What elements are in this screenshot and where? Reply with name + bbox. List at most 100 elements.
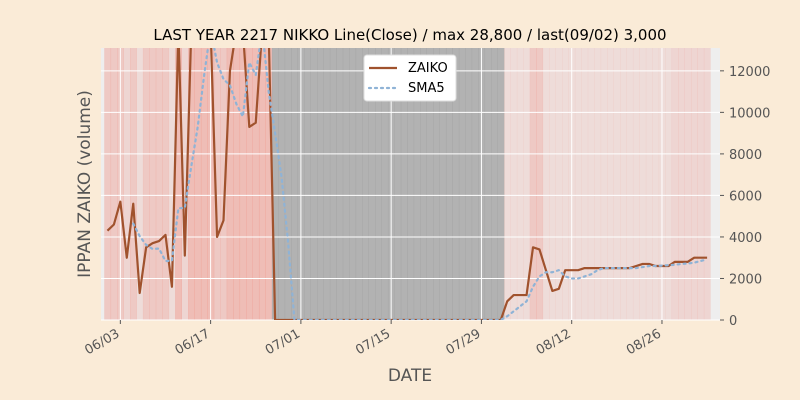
shade-band xyxy=(536,48,544,320)
shade-band xyxy=(632,48,640,320)
shade-band xyxy=(491,48,498,320)
shade-band xyxy=(336,48,344,320)
shade-band xyxy=(246,48,253,320)
shade-band xyxy=(626,48,634,320)
shade-band xyxy=(394,48,402,320)
shade-band xyxy=(645,48,653,320)
shade-band xyxy=(510,48,518,320)
shade-band xyxy=(355,48,363,320)
shade-band xyxy=(188,48,195,320)
shade-band xyxy=(155,48,163,320)
shade-band xyxy=(162,48,170,320)
shade-band xyxy=(362,48,369,320)
shade-band xyxy=(581,48,589,320)
shade-band xyxy=(304,48,311,320)
shade-band xyxy=(200,48,208,320)
shade-band xyxy=(291,48,299,320)
x-tick-label: 07/29 xyxy=(443,326,483,358)
shade-band xyxy=(503,48,511,320)
y-tick-label: 2000 xyxy=(729,272,762,287)
shade-band xyxy=(671,48,679,320)
shade-band xyxy=(368,48,376,320)
shade-band xyxy=(562,48,569,320)
shade-band xyxy=(452,48,460,320)
legend-box xyxy=(363,54,457,102)
y-axis-label: IPPAN ZAIKO (volume) xyxy=(75,90,95,278)
shade-band xyxy=(652,48,660,320)
shade-band xyxy=(278,48,286,320)
shade-band xyxy=(413,48,421,320)
shade-band xyxy=(458,48,466,320)
shade-band xyxy=(130,48,137,320)
shade-band xyxy=(175,48,182,320)
y-tick-label: 8000 xyxy=(729,148,762,163)
x-axis-label: DATE xyxy=(388,366,432,386)
shade-bands xyxy=(104,48,711,320)
shade-band xyxy=(600,48,608,320)
shade-band xyxy=(123,48,131,320)
shade-band xyxy=(420,48,428,320)
y-tick-label: 6000 xyxy=(729,189,762,204)
shade-band xyxy=(239,48,247,320)
shade-band xyxy=(375,48,382,320)
shade-band xyxy=(555,48,563,320)
y-tick-label: 12000 xyxy=(729,65,770,80)
shade-band xyxy=(407,48,415,320)
shade-band xyxy=(433,48,440,320)
shade-band xyxy=(471,48,479,320)
shade-band xyxy=(594,48,602,320)
shade-band xyxy=(317,48,324,320)
x-axis-ticks: 06/03 06/17 07/01 07/15 07/29 08/12 08/26 xyxy=(82,320,664,358)
x-tick-label: 08/26 xyxy=(624,326,664,358)
legend-label-sma5: SMA5 xyxy=(408,81,445,96)
shade-band xyxy=(426,48,434,320)
shade-band xyxy=(523,48,531,320)
shade-band xyxy=(703,48,711,320)
shade-band xyxy=(284,48,292,320)
shade-band xyxy=(226,48,234,320)
shade-band xyxy=(445,48,453,320)
shade-band xyxy=(271,48,279,320)
series-lines xyxy=(106,48,709,320)
shade-band xyxy=(252,48,260,320)
shade-band xyxy=(497,48,505,320)
shade-band xyxy=(342,48,350,320)
shade-band xyxy=(323,48,331,320)
shade-band xyxy=(607,48,615,320)
shade-band xyxy=(542,48,550,320)
shade-band xyxy=(265,48,273,320)
y-tick-label: 4000 xyxy=(729,231,762,246)
chart-title: LAST YEAR 2217 NIKKO Line(Close) / max 2… xyxy=(153,26,666,44)
shade-band xyxy=(349,48,357,320)
shade-band xyxy=(574,48,582,320)
x-tick-label: 06/03 xyxy=(82,326,122,358)
shade-band xyxy=(529,48,537,320)
shade-band xyxy=(233,48,241,320)
shade-band xyxy=(213,48,221,320)
shade-band xyxy=(516,48,524,320)
shade-band xyxy=(484,48,492,320)
series-line-sma5 xyxy=(132,48,709,320)
shade-band xyxy=(110,48,118,320)
shade-band xyxy=(697,48,705,320)
shade-band xyxy=(587,48,595,320)
shade-band xyxy=(104,48,112,320)
shade-band xyxy=(381,48,389,320)
shade-band xyxy=(613,48,621,320)
shade-band xyxy=(310,48,318,320)
shade-band xyxy=(684,48,692,320)
y-axis-ticks: 0 2000 4000 6000 8000 10000 12000 xyxy=(720,65,770,329)
x-tick-label: 06/17 xyxy=(173,326,213,358)
shade-band xyxy=(168,48,176,320)
shade-band xyxy=(136,48,144,320)
shade-band xyxy=(142,48,150,320)
y-tick-label: 10000 xyxy=(729,106,770,121)
shade-band xyxy=(639,48,647,320)
shade-band xyxy=(329,48,337,320)
shade-band xyxy=(690,48,698,320)
shade-band xyxy=(149,48,157,320)
x-tick-label: 07/15 xyxy=(353,326,393,358)
shade-band xyxy=(194,48,202,320)
shade-band xyxy=(549,48,556,320)
